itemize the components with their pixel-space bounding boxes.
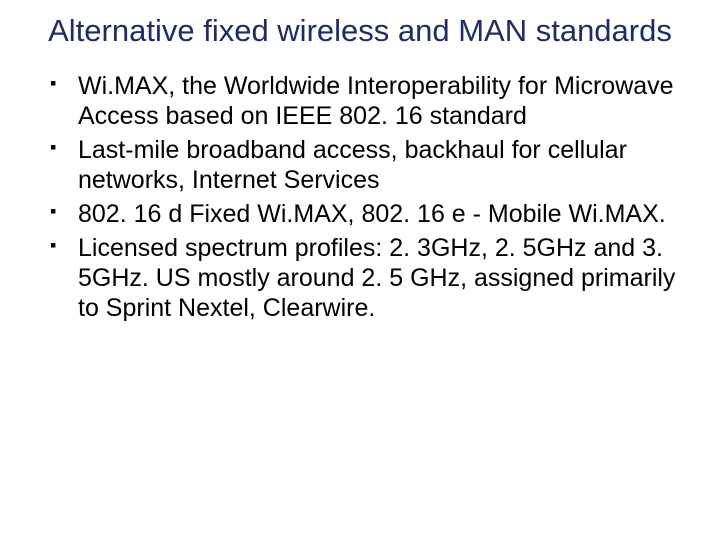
list-item: Wi.MAX, the Worldwide Interoperability f… <box>50 71 692 131</box>
list-item: Last-mile broadband access, backhaul for… <box>50 135 692 195</box>
slide-title: Alternative fixed wireless and MAN stand… <box>28 12 692 51</box>
list-item: Licensed spectrum profiles: 2. 3GHz, 2. … <box>50 233 692 323</box>
bullet-list: Wi.MAX, the Worldwide Interoperability f… <box>28 71 692 323</box>
list-item: 802. 16 d Fixed Wi.MAX, 802. 16 e - Mobi… <box>50 199 692 229</box>
